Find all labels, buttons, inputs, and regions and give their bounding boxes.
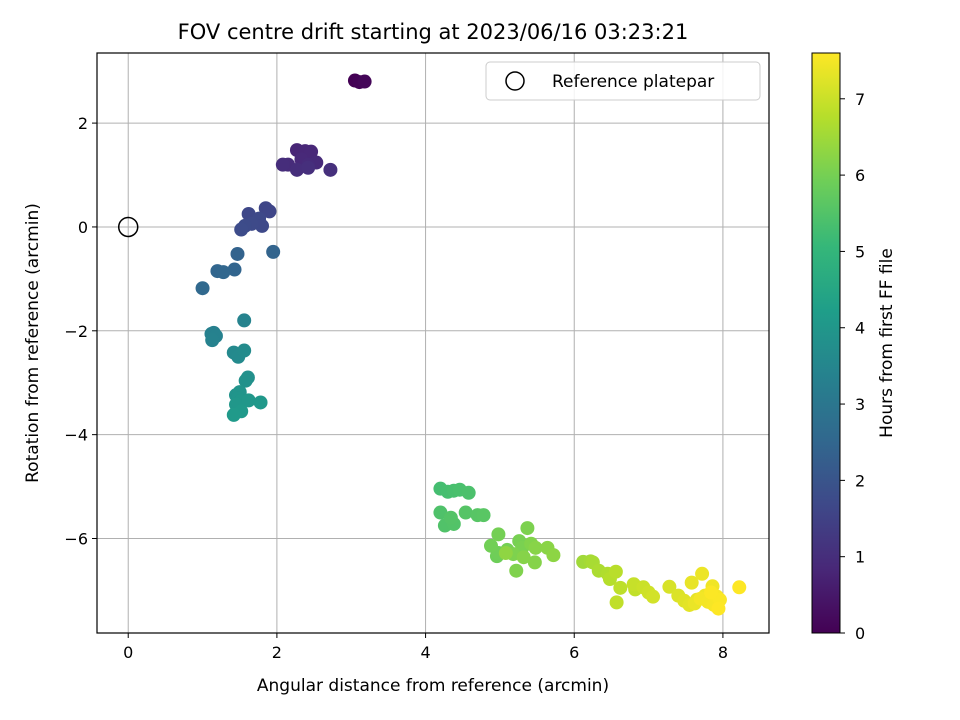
data-point — [461, 485, 476, 500]
data-point — [711, 601, 726, 616]
data-point — [732, 580, 747, 595]
data-points — [195, 73, 747, 616]
data-point — [205, 333, 220, 348]
y-tick-label: −2 — [64, 322, 88, 341]
data-point — [695, 566, 710, 581]
y-tick-label: 0 — [78, 218, 88, 237]
colorbar-tick-label: 5 — [855, 242, 865, 261]
x-tick-label: 4 — [420, 643, 430, 662]
data-point — [433, 505, 448, 520]
legend-label: Reference platepar — [552, 72, 714, 92]
colorbar-tick-label: 6 — [855, 166, 865, 185]
y-axis-label: Rotation from reference (arcmin) — [23, 203, 43, 483]
chart-title: FOV centre drift starting at 2023/06/16 … — [178, 20, 689, 44]
x-axis-label: Angular distance from reference (arcmin) — [257, 676, 609, 696]
y-tick-label: 2 — [78, 114, 88, 133]
reference-marker — [117, 216, 139, 238]
reference-marker-group — [117, 216, 139, 238]
legend: Reference platepar — [485, 61, 761, 101]
data-point — [289, 162, 304, 177]
data-point — [476, 508, 491, 523]
data-point — [323, 162, 338, 177]
data-point — [516, 550, 531, 565]
colorbar-tick-label: 4 — [855, 319, 865, 338]
data-point — [234, 222, 249, 237]
grid-lines — [97, 53, 769, 633]
data-point — [443, 510, 458, 525]
data-point — [608, 564, 623, 579]
y-tick-label: −4 — [64, 426, 88, 445]
data-point — [226, 407, 241, 422]
data-point — [255, 218, 270, 233]
data-point — [253, 395, 268, 410]
data-point — [646, 589, 661, 604]
data-point — [498, 546, 513, 561]
data-point — [520, 521, 535, 536]
legend-box — [485, 61, 761, 101]
data-point — [509, 563, 524, 578]
data-point — [262, 204, 277, 219]
x-tick-label: 2 — [272, 643, 282, 662]
data-point — [546, 548, 561, 563]
data-point — [241, 393, 256, 408]
data-point — [304, 144, 319, 159]
data-point — [266, 244, 281, 259]
data-point — [237, 313, 252, 328]
x-tick-label: 0 — [123, 643, 133, 662]
colorbar-tick-label: 3 — [855, 395, 865, 414]
y-axis-ticks: −6 −4 −2 0 2 — [64, 114, 97, 548]
data-point — [237, 343, 252, 358]
data-point — [216, 265, 231, 280]
data-point — [704, 585, 719, 600]
colorbar — [811, 52, 841, 634]
x-tick-label: 8 — [718, 643, 728, 662]
data-point — [230, 246, 245, 261]
colorbar-ticks: 0 1 2 3 4 5 6 7 — [840, 90, 865, 643]
data-point — [609, 595, 624, 610]
data-point — [238, 373, 253, 388]
data-point — [483, 538, 498, 553]
data-point — [613, 580, 628, 595]
data-point — [662, 579, 677, 594]
data-point — [528, 540, 543, 555]
colorbar-tick-label: 0 — [855, 624, 865, 643]
legend-marker — [505, 71, 525, 91]
data-point — [227, 262, 242, 277]
data-point — [491, 527, 506, 542]
data-point — [357, 74, 372, 89]
data-point — [275, 157, 290, 172]
y-tick-label: −6 — [64, 529, 88, 548]
data-point — [301, 160, 316, 175]
x-tick-label: 6 — [569, 643, 579, 662]
x-axis-ticks: 0 2 4 6 8 — [123, 633, 728, 662]
colorbar-tick-label: 2 — [855, 471, 865, 490]
plot-frame — [96, 52, 770, 634]
data-point — [458, 505, 473, 520]
data-point — [527, 555, 542, 570]
data-point — [684, 575, 699, 590]
colorbar-tick-label: 7 — [855, 90, 865, 109]
colorbar-label: Hours from first FF file — [877, 248, 897, 438]
colorbar-tick-label: 1 — [855, 548, 865, 567]
data-point — [195, 281, 210, 296]
